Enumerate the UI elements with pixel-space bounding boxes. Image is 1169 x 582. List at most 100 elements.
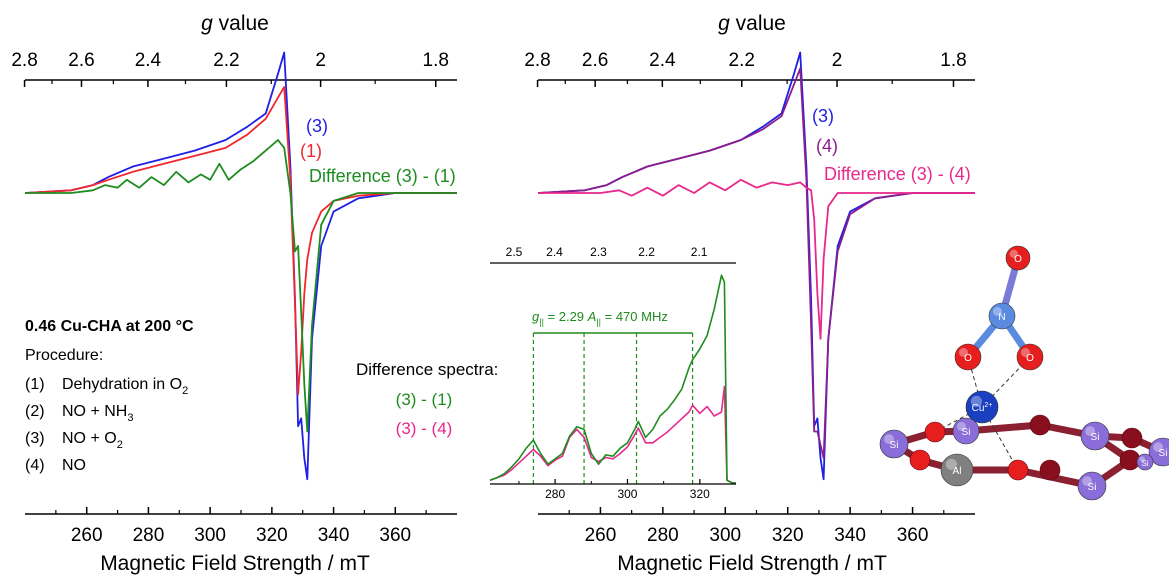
- framework-oxygen-atom: [1039, 459, 1061, 481]
- right-bottom-axis: 260 280 300 320 340 360: [568, 507, 945, 546]
- procedure-number: (1): [25, 376, 45, 393]
- n-label: N: [998, 312, 1005, 323]
- left-top-tick-label: 1.8: [423, 50, 449, 71]
- si3-atom: [1148, 437, 1169, 467]
- left-top-tick-label: 2.8: [11, 50, 37, 71]
- inset-top-tick-label: 2.5: [506, 245, 523, 259]
- si2-label: Si: [1091, 432, 1100, 443]
- left-bottom-tick-label: 280: [133, 525, 165, 546]
- annotation-3-right: (3): [812, 106, 834, 126]
- si6-label: Si: [1141, 459, 1148, 468]
- inset-bottom-axis: 280 300 320: [518, 479, 710, 501]
- inset-bottom-tick-label: 320: [690, 487, 710, 501]
- o-right-label: O: [1026, 353, 1034, 364]
- framework-oxygen-atom: [1007, 459, 1029, 481]
- atom-highlight: [1085, 426, 1095, 436]
- procedure-step: NO: [62, 457, 86, 474]
- cu-site-molecule: O N O O Cu2+ Al Si Si Si Si Si Si: [879, 245, 1169, 501]
- atom-highlight: [1139, 456, 1145, 463]
- right-series-2: [537, 67, 975, 459]
- si1-atom: [879, 429, 909, 459]
- right-top-tick-label: 2.4: [649, 50, 676, 71]
- left-series-1: [24, 51, 457, 481]
- right-panel: g value 2.8 2.6 2.4 2.2 2 1.8 260 280 300 320 340…: [524, 12, 975, 575]
- si2-atom: [1080, 421, 1110, 451]
- si4-label: Si: [1088, 482, 1097, 493]
- cu-label: Cu2+: [972, 402, 993, 414]
- right-top-axis-label: g value: [718, 12, 786, 35]
- inset-hyperfine-markers: [532, 332, 694, 484]
- al-atom: [940, 453, 974, 487]
- left-series-2: [24, 86, 457, 396]
- left-bottom-axis-label: Magnetic Field Strength / mT: [100, 552, 370, 575]
- atom-highlight: [956, 421, 966, 432]
- inset-caption: Difference spectra:: [356, 360, 498, 379]
- left-top-tick-label: 2.4: [135, 50, 162, 71]
- si6-atom: [1136, 453, 1154, 471]
- si1-label: Si: [890, 440, 899, 451]
- atom-highlight: [970, 395, 983, 407]
- inset-legend-34: (3) - (4): [396, 419, 453, 438]
- procedure-step: Dehydration in O2: [62, 376, 188, 397]
- inset-top-tick-label: 2.2: [638, 245, 655, 259]
- inset-legend-31: (3) - (1): [396, 390, 453, 409]
- left-top-tick-label: 2.6: [68, 50, 94, 71]
- atom-highlight: [945, 458, 958, 470]
- right-plot-area: [537, 51, 975, 481]
- right-top-tick-label: 2: [832, 50, 843, 71]
- left-panel: g value 2.8 2.6 2.4 2.2 2 1.8 260 280 300 320 340…: [11, 12, 457, 575]
- right-bottom-tick-label: 320: [772, 525, 804, 546]
- left-bottom-tick-label: 320: [256, 525, 288, 546]
- inset-bottom-tick-label: 300: [617, 487, 637, 501]
- right-series-3: [538, 178, 975, 340]
- right-bottom-tick-label: 280: [647, 525, 679, 546]
- atom-highlight: [992, 306, 1002, 317]
- right-bottom-tick-label: 360: [897, 525, 929, 546]
- left-bottom-tick-label: 260: [71, 525, 103, 546]
- annotation-1-left: (1): [300, 141, 322, 161]
- left-plot-area: [24, 51, 457, 481]
- procedure-number: (3): [25, 430, 45, 447]
- right-bottom-tick-label: 340: [834, 525, 866, 546]
- left-series-3: [25, 139, 457, 433]
- inset-top-tick-label: 2.1: [691, 245, 708, 259]
- right-top-tick-label: 2.6: [582, 50, 608, 71]
- procedure-list: (1) Dehydration in O2 (2) NO + NH3 (3) NO + O…: [25, 376, 188, 474]
- right-top-tick-label: 2.2: [729, 50, 755, 71]
- atom-highlight: [1020, 347, 1030, 358]
- right-top-tick-label: 2.8: [524, 50, 550, 71]
- annotation-3-left: (3): [306, 116, 328, 136]
- right-top-tick-label: 1.8: [940, 50, 966, 71]
- si3-label: Si: [1159, 448, 1168, 459]
- left-bottom-axis: 260 280 300 320 340 360: [55, 507, 427, 546]
- framework-oxygen-atom: [909, 449, 931, 471]
- right-bottom-tick-label: 300: [709, 525, 741, 546]
- right-bottom-tick-label: 260: [585, 525, 617, 546]
- o-top-label: O: [1014, 254, 1022, 265]
- left-bottom-tick-label: 300: [194, 525, 226, 546]
- atom-highlight: [1153, 442, 1163, 452]
- procedure-step: NO + NH3: [62, 403, 133, 424]
- inset-panel: 2.5 2.4 2.3 2.2 2.1 280 300 320 g|| = 2.29 A||…: [356, 236, 738, 501]
- o-left-atom: [954, 343, 982, 371]
- left-bottom-tick-label: 340: [318, 525, 350, 546]
- inset-top-axis: 2.5 2.4 2.3 2.2 2.1: [506, 245, 708, 259]
- si4-atom: [1077, 471, 1107, 501]
- left-top-tick-label: 2.2: [213, 50, 239, 71]
- si5-atom: [952, 417, 980, 445]
- procedure-step: NO + O2: [62, 430, 123, 451]
- left-top-axis: 2.8 2.6 2.4 2.2 2 1.8: [11, 50, 449, 87]
- inset-series-2: [489, 385, 736, 484]
- atom-highlight: [1009, 249, 1018, 258]
- right-top-axis: 2.8 2.6 2.4 2.2 2 1.8: [524, 50, 967, 87]
- procedure-heading: Procedure:: [25, 347, 103, 364]
- cu-atom: [965, 390, 999, 424]
- atom-highlight: [884, 434, 894, 444]
- left-top-tick-label: 2: [315, 50, 326, 71]
- annotation-4-right: (4): [816, 136, 838, 156]
- si5-label: Si: [962, 427, 971, 438]
- annotation-diff-left: Difference (3) - (1): [309, 166, 456, 186]
- inset-bottom-tick-label: 280: [545, 487, 565, 501]
